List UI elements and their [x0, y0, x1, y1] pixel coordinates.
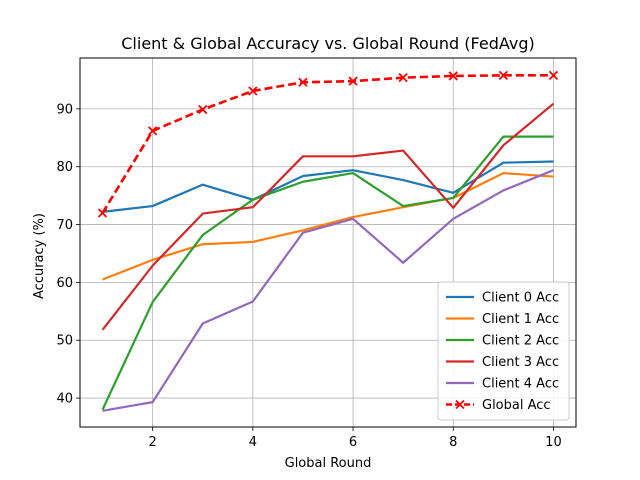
legend-label: Client 3 Acc	[482, 355, 559, 370]
global-acc-point	[398, 73, 408, 83]
global-acc-point	[448, 71, 458, 81]
axis-ticks: 2 4 6 8 10 40 50 60 70 80 90	[56, 102, 561, 450]
y-tick-label: 60	[56, 276, 73, 291]
chart-title: Client & Global Accuracy vs. Global Roun…	[121, 34, 534, 53]
global-acc-point	[148, 126, 158, 136]
global-acc-point	[498, 70, 508, 80]
x-tick-label: 6	[349, 435, 357, 450]
y-tick-label: 50	[56, 334, 73, 349]
y-tick-label: 70	[56, 218, 73, 233]
y-tick-label: 40	[56, 392, 73, 407]
y-axis-title: Accuracy (%)	[32, 213, 47, 299]
x-axis-title: Global Round	[285, 456, 372, 471]
series-line-client-3-acc	[101, 102, 555, 331]
series-line-global-acc	[101, 74, 554, 214]
global-acc-point	[97, 208, 108, 218]
x-tick-label: 10	[545, 435, 562, 450]
legend: Client 0 Acc Client 1 Acc Client 2 Acc Clie…	[437, 281, 570, 421]
y-tick-label: 90	[56, 102, 73, 117]
legend-box	[437, 281, 570, 421]
legend-label: Global Acc	[482, 398, 551, 413]
series-line-client-2-acc	[101, 135, 554, 411]
x-tick-label: 8	[449, 435, 457, 450]
x-tick-label: 2	[149, 435, 157, 450]
global-acc-point	[548, 70, 559, 80]
legend-label: Client 4 Acc	[482, 377, 559, 392]
plot-frame	[79, 57, 577, 428]
global-acc-point	[348, 76, 358, 86]
x-tick-label: 4	[249, 435, 257, 450]
series-line-client-4-acc	[102, 169, 554, 412]
legend-label: Client 1 Acc	[482, 312, 559, 327]
legend-marker	[455, 399, 465, 410]
legend-label: Client 2 Acc	[482, 334, 559, 349]
series-line-client-1-acc	[102, 171, 554, 281]
plot-series	[97, 70, 559, 412]
global-acc-point	[198, 104, 208, 115]
global-acc-point	[298, 77, 308, 87]
y-tick-label: 80	[56, 160, 73, 175]
legend-label: Client 0 Acc	[482, 291, 559, 306]
global-acc-point	[248, 86, 258, 96]
